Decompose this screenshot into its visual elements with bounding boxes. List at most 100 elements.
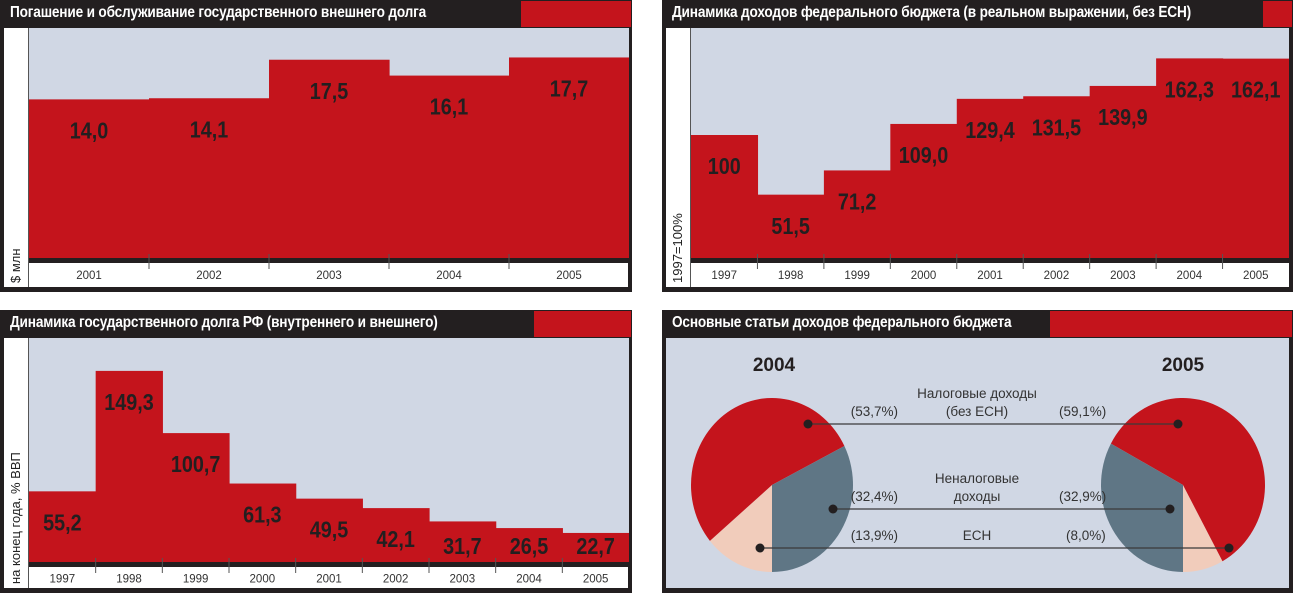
- panel-revenue-structure: Основные статьи доходов федерального бюд…: [662, 310, 1293, 593]
- chart-body: на конец года, % ВВП 55,2 149,3 100,7 61,3 4…: [4, 338, 629, 588]
- data-label: 14,1: [190, 117, 229, 143]
- x-tick-label: 1997: [711, 270, 737, 282]
- data-label: 109,0: [899, 143, 949, 169]
- data-label: 162,1: [1231, 77, 1281, 103]
- data-label: 61,3: [243, 502, 282, 528]
- chart-title: Погашение и обслуживание государственног…: [10, 4, 427, 21]
- panel-header: Динамика доходов федерального бюджета (в…: [662, 0, 1293, 28]
- data-label: 100: [708, 154, 741, 180]
- panel-header: Динамика государственного долга РФ (внут…: [0, 310, 632, 338]
- bar: [1089, 85, 1157, 258]
- data-label: 149,3: [104, 390, 154, 416]
- bar-chart-revenue-dynamics: 100 51,5 71,2 109,0 129,4 131,5 139,9 162,3 162,…: [691, 28, 1289, 285]
- y-axis-label-column: на конец года, % ВВП: [4, 338, 29, 588]
- header-accent: [521, 1, 631, 27]
- value-label-2005: (32,9%): [1059, 489, 1106, 504]
- chart-body: $ млн 14,0 14,1 17,5 16,1 17,7 2001 2002 2003 20…: [4, 28, 629, 287]
- x-axis-band: [29, 562, 629, 567]
- data-label: 14,0: [70, 118, 109, 144]
- data-label: 55,2: [43, 510, 82, 536]
- chart-title: Динамика доходов федерального бюджета (в…: [672, 4, 1192, 21]
- bar: [362, 508, 430, 562]
- x-tick-label: 2004: [436, 270, 462, 282]
- bar: [562, 532, 629, 562]
- panel-budget-revenue-dynamics: Динамика доходов федерального бюджета (в…: [662, 0, 1293, 292]
- pie-charts-revenue-structure: 2004 2005 Налоговые доходы (без ЕСН) (53,7%)…: [691, 355, 1265, 572]
- panel-header: Основные статьи доходов федерального бюд…: [662, 310, 1293, 338]
- bar: [890, 123, 958, 259]
- x-tick-label: 2003: [1110, 270, 1136, 282]
- x-tick-label: 1998: [778, 270, 804, 282]
- connector-dot: [828, 504, 838, 514]
- x-tick-label: 2003: [316, 270, 342, 282]
- bar: [295, 498, 363, 562]
- chart-body: 2004 2005 Налоговые доходы (без ЕСН) (53,7%)…: [666, 338, 1289, 588]
- data-label: 31,7: [443, 534, 481, 560]
- connector-dot: [755, 543, 765, 553]
- data-label: 51,5: [771, 213, 810, 239]
- x-tick-label: 1997: [50, 574, 76, 586]
- bar: [956, 98, 1024, 259]
- x-tick-label: 2004: [1177, 270, 1203, 282]
- y-axis-label: 1997=100%: [670, 213, 685, 283]
- x-tick-label: 2005: [556, 270, 582, 282]
- bar: [691, 135, 759, 258]
- data-label: 71,2: [838, 189, 877, 215]
- x-tick-label: 2002: [383, 574, 409, 586]
- chart-title: Динамика государственного долга РФ (внут…: [10, 314, 438, 331]
- x-tick-label: 2002: [1044, 270, 1070, 282]
- category-label: Налоговые доходы: [917, 386, 1037, 401]
- bar: [389, 75, 510, 258]
- category-label: доходы: [954, 489, 1001, 504]
- value-label-2004: (53,7%): [851, 404, 898, 419]
- bar: [1023, 96, 1091, 259]
- bar: [29, 491, 97, 562]
- bar-chart-external-debt: 14,0 14,1 17,5 16,1 17,7 2001 2002 2003 2004 2005: [29, 28, 629, 285]
- x-tick-label: 2000: [250, 574, 276, 586]
- bar: [757, 194, 825, 258]
- header-accent: [534, 311, 631, 337]
- data-label: 17,7: [550, 76, 588, 102]
- x-tick-label: 2003: [450, 574, 476, 586]
- x-tick-label: 2004: [516, 574, 542, 586]
- data-label: 129,4: [965, 118, 1015, 144]
- data-label: 49,5: [310, 517, 349, 543]
- x-tick-label: 2002: [196, 270, 222, 282]
- pie-slice-tax: [691, 398, 845, 541]
- bar: [162, 433, 230, 562]
- x-tick-label: 2005: [1243, 270, 1269, 282]
- connector-dot: [1165, 504, 1175, 514]
- bar: [495, 528, 563, 562]
- value-label-2004: (32,4%): [851, 489, 898, 504]
- x-axis-label-area: [29, 263, 626, 285]
- data-label: 100,7: [171, 452, 220, 478]
- data-label: 42,1: [376, 527, 415, 553]
- y-axis-label-column: 1997=100%: [666, 28, 691, 287]
- value-label-2004: (13,9%): [851, 528, 898, 543]
- bar: [229, 483, 297, 562]
- chart-title: Основные статьи доходов федерального бюд…: [672, 314, 1012, 331]
- bar: [823, 170, 891, 258]
- x-tick-label: 1998: [116, 574, 142, 586]
- pie-slice-tax: [1110, 398, 1265, 562]
- chart-body: 1997=100% 100 51,5 71,2 109,0 129,4 131,5 139,…: [666, 28, 1289, 287]
- y-axis-label: $ млн: [8, 248, 23, 283]
- connector-dot: [1173, 419, 1183, 429]
- bar: [149, 98, 270, 258]
- bar: [29, 99, 150, 259]
- data-label: 26,5: [510, 534, 549, 560]
- bar: [509, 57, 629, 258]
- x-axis-band: [691, 258, 1289, 263]
- category-label: ЕСН: [963, 528, 992, 543]
- data-label: 131,5: [1032, 115, 1082, 141]
- data-label: 139,9: [1098, 105, 1148, 131]
- y-axis-label: на конец года, % ВВП: [8, 452, 23, 584]
- pie-slice-ech: [1183, 485, 1223, 572]
- bar: [429, 521, 497, 562]
- x-axis-label-area: [29, 567, 626, 588]
- category-label: (без ЕСН): [946, 404, 1008, 419]
- x-tick-label: 2005: [583, 574, 609, 586]
- pie-year-label: 2005: [1162, 355, 1205, 376]
- value-label-2005: (8,0%): [1066, 528, 1106, 543]
- x-axis-label-area: [691, 263, 1286, 285]
